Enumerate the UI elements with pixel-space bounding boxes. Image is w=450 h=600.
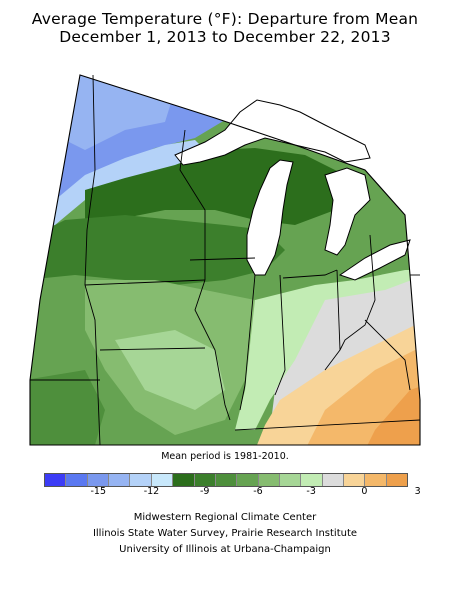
- legend-swatch: [365, 474, 387, 486]
- legend-tick-label: -15: [90, 486, 106, 497]
- lake-superior: [174, 99, 371, 166]
- state-borders: [29, 74, 421, 446]
- temperature-field: [30, 75, 420, 445]
- legend-swatch: [279, 474, 302, 486]
- temperature-departure-map: [29, 74, 421, 446]
- great-lakes: [174, 99, 411, 281]
- legend-swatch: [237, 474, 259, 486]
- lake-michigan: [246, 159, 294, 276]
- color-legend: [44, 473, 408, 487]
- legend-swatch: [66, 474, 88, 486]
- legend-swatch: [386, 474, 408, 486]
- legend-swatch: [322, 474, 345, 486]
- credit-line-1: Midwestern Regional Climate Center: [133, 512, 317, 523]
- legend-ticks: -15 -12 -9 -6 -3 0 3: [44, 486, 420, 502]
- legend-swatch: [45, 474, 67, 486]
- legend-tick-label: -3: [306, 486, 316, 497]
- map-title-line2: December 1, 2013 to December 22, 2013: [59, 28, 391, 46]
- legend-swatch: [301, 474, 323, 486]
- credit-line-3: University of Illinois at Urbana-Champai…: [119, 544, 331, 555]
- legend-swatch: [151, 474, 174, 486]
- legend-swatch: [258, 474, 280, 486]
- legend-tick-label: 3: [414, 486, 421, 497]
- legend-swatch: [109, 474, 131, 486]
- legend-swatch: [344, 474, 366, 486]
- lake-huron: [324, 167, 371, 256]
- mean-period-note: Mean period is 1981-2010.: [161, 451, 289, 462]
- legend-tick-label: -9: [199, 486, 210, 497]
- legend-swatch: [87, 474, 110, 486]
- legend-swatch: [194, 474, 216, 486]
- legend-tick-label: -6: [253, 486, 263, 497]
- legend-swatch: [215, 474, 238, 486]
- map-title-line1: Average Temperature (°F): Departure from…: [31, 10, 419, 28]
- legend-swatch: [130, 474, 152, 486]
- legend-swatch: [173, 474, 195, 486]
- legend-tick-label: 0: [361, 486, 368, 497]
- credit-line-2: Illinois State Water Survey, Prairie Res…: [92, 528, 358, 539]
- legend-tick-label: -12: [143, 486, 160, 497]
